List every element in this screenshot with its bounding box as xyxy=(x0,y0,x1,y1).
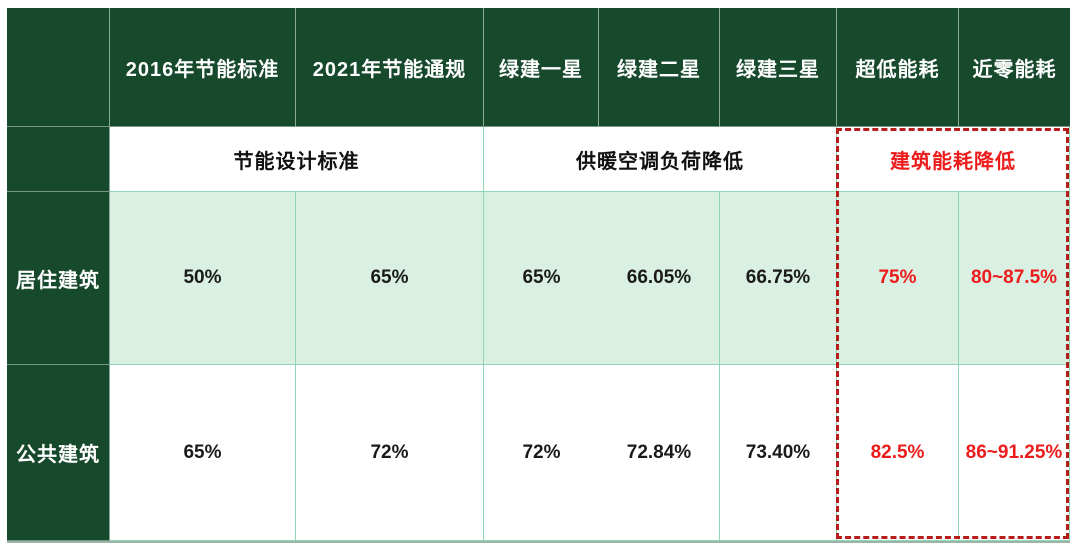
group-header-energy-design-standard: 节能设计标准 xyxy=(110,127,484,192)
col-header-near-zero-energy: 近零能耗 xyxy=(959,8,1070,127)
cell-public-2016: 65% xyxy=(110,365,296,541)
group-header-hvac-load-reduction: 供暖空调负荷降低 xyxy=(484,127,837,192)
cell-residential-near-zero: 80~87.5% xyxy=(959,192,1070,365)
col-header-2016-standard: 2016年节能标准 xyxy=(110,8,296,127)
group-header-building-energy-reduction: 建筑能耗降低 xyxy=(837,127,1070,192)
cell-residential-2016: 50% xyxy=(110,192,296,365)
energy-standards-table: 2016年节能标准 2021年节能通规 绿建一星 绿建二星 绿建三星 超低能耗 … xyxy=(7,8,1070,541)
cell-residential-ultra-low: 75% xyxy=(837,192,959,365)
col-header-green-2star: 绿建二星 xyxy=(599,8,720,127)
cell-public-green-2star: 72.84% xyxy=(599,365,720,541)
col-header-ultra-low-energy: 超低能耗 xyxy=(837,8,959,127)
cell-residential-green-3star: 66.75% xyxy=(720,192,837,365)
cell-public-green-1star: 72% xyxy=(484,365,599,541)
cell-public-near-zero: 86~91.25% xyxy=(959,365,1070,541)
group-row-corner-cell xyxy=(7,127,110,192)
cell-residential-green-1star: 65% xyxy=(484,192,599,365)
cell-residential-2021: 65% xyxy=(296,192,484,365)
cell-public-ultra-low: 82.5% xyxy=(837,365,959,541)
col-header-green-1star: 绿建一星 xyxy=(484,8,599,127)
cell-public-green-3star: 73.40% xyxy=(720,365,837,541)
cell-public-2021: 72% xyxy=(296,365,484,541)
row-label-public: 公共建筑 xyxy=(7,365,110,541)
corner-cell xyxy=(7,8,110,127)
col-header-2021-code: 2021年节能通规 xyxy=(296,8,484,127)
col-header-green-3star: 绿建三星 xyxy=(720,8,837,127)
row-label-residential: 居住建筑 xyxy=(7,192,110,365)
cell-residential-green-2star: 66.05% xyxy=(599,192,720,365)
